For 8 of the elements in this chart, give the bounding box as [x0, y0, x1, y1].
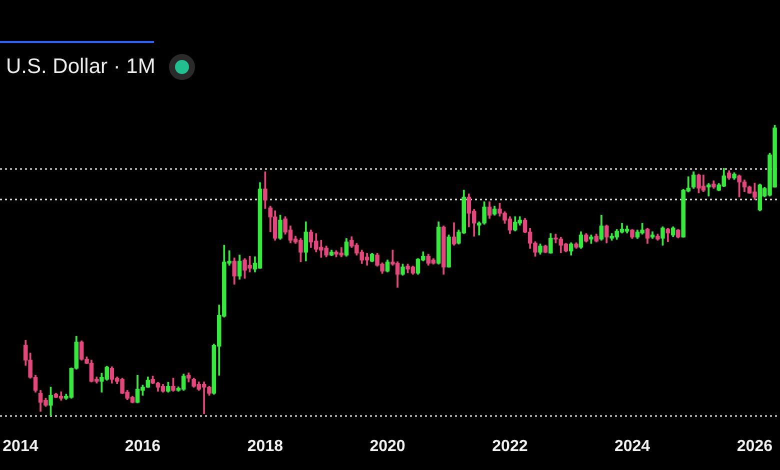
x-tick-label: 2014: [2, 438, 38, 456]
x-tick-label: 2018: [247, 438, 284, 456]
x-tick-label: 2024: [614, 438, 650, 456]
x-tick-label: 2026: [736, 438, 773, 456]
x-tick-label: 2022: [492, 438, 528, 456]
x-tick-label: 2020: [370, 438, 406, 456]
x-tick-label: 2016: [124, 438, 161, 456]
chart-title: U.S. Dollar · 1M: [6, 55, 156, 79]
